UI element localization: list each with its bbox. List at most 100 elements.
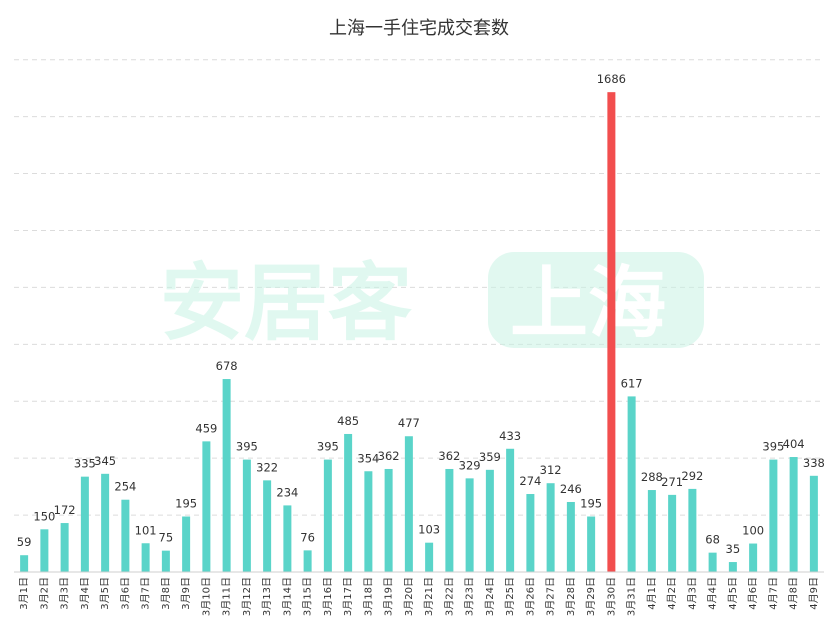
bar — [60, 523, 69, 572]
bar — [688, 488, 697, 572]
x-tick-label: 3月28日 — [565, 577, 577, 616]
bar — [485, 469, 494, 572]
bar — [344, 433, 353, 572]
bar — [647, 490, 656, 572]
bars — [20, 92, 818, 572]
x-tick-label: 3月23日 — [464, 577, 476, 616]
bar — [506, 448, 515, 572]
data-label: 354 — [357, 451, 379, 465]
data-label: 617 — [621, 376, 643, 390]
bar — [668, 494, 677, 572]
data-label: 395 — [762, 440, 784, 454]
x-tick-label: 3月16日 — [322, 577, 334, 616]
x-tick-label: 3月21日 — [423, 577, 435, 616]
x-tick-label: 3月7日 — [140, 577, 152, 610]
data-label: 459 — [195, 421, 217, 435]
watermark-text: 安居客 — [160, 254, 412, 352]
data-label: 172 — [54, 503, 76, 517]
data-label: 35 — [726, 542, 741, 556]
bar — [40, 529, 49, 572]
x-tick-label: 3月18日 — [362, 577, 374, 616]
x-tick-label: 4月4日 — [707, 577, 719, 610]
data-label: 292 — [681, 469, 703, 483]
x-tick-label: 3月4日 — [79, 577, 91, 610]
x-tick-label: 3月3日 — [59, 577, 71, 610]
data-label: 362 — [438, 449, 460, 463]
data-label: 329 — [459, 458, 481, 472]
data-label: 1686 — [597, 72, 626, 86]
data-label: 195 — [580, 497, 602, 511]
bar — [445, 468, 454, 572]
bar — [587, 516, 596, 572]
x-tick-label: 3月15日 — [302, 577, 314, 616]
x-tick-label: 3月9日 — [180, 577, 192, 610]
x-tick-label: 3月19日 — [383, 577, 395, 616]
data-label: 100 — [742, 524, 764, 538]
x-tick-label: 4月7日 — [767, 577, 779, 610]
data-label: 68 — [705, 533, 720, 547]
watermark: 安居客 上海 — [160, 252, 704, 352]
x-tick-label: 3月8日 — [160, 577, 172, 610]
bar — [20, 555, 29, 572]
data-label: 335 — [74, 457, 96, 471]
data-label: 362 — [378, 449, 400, 463]
x-tick-label: 3月25日 — [504, 577, 516, 616]
x-tick-label: 4月5日 — [727, 577, 739, 610]
data-label: 246 — [560, 482, 582, 496]
bar — [607, 92, 616, 572]
x-tick-label: 3月13日 — [261, 577, 273, 616]
data-label: 359 — [479, 450, 501, 464]
data-label: 195 — [175, 497, 197, 511]
data-label: 433 — [499, 429, 521, 443]
data-label: 59 — [17, 535, 32, 549]
bar — [222, 379, 231, 572]
x-tick-label: 3月22日 — [443, 577, 455, 616]
x-tick-label: 3月31日 — [626, 577, 638, 616]
data-label: 103 — [418, 523, 440, 537]
x-tick-label: 3月26日 — [524, 577, 536, 616]
x-tick-label: 3月27日 — [545, 577, 557, 616]
watermark-badge — [488, 252, 704, 348]
bar — [242, 459, 251, 572]
data-label: 254 — [114, 480, 136, 494]
x-tick-label: 3月29日 — [585, 577, 597, 616]
x-tick-label: 4月2日 — [666, 577, 678, 610]
data-label: 678 — [216, 359, 238, 373]
data-label: 234 — [276, 485, 298, 499]
data-label: 395 — [236, 440, 258, 454]
bar — [546, 483, 555, 572]
data-label: 395 — [317, 440, 339, 454]
bar — [465, 478, 474, 572]
bar — [263, 480, 272, 572]
data-label: 101 — [135, 523, 157, 537]
bar — [708, 552, 717, 572]
bar — [283, 505, 292, 572]
bar — [809, 475, 818, 572]
data-label: 338 — [803, 456, 825, 470]
bar — [526, 494, 535, 572]
x-tick-labels: 3月1日 3月2日 3月3日 3月4日 3月5日 3月6日 3月7日 3月8日 3月9日 3月10… — [18, 577, 820, 616]
x-tick-label: 4月3日 — [686, 577, 698, 610]
grid-lines — [14, 59, 824, 516]
bar — [182, 516, 191, 572]
data-label: 404 — [783, 437, 805, 451]
data-label: 76 — [300, 530, 315, 544]
bar — [364, 471, 373, 572]
bar — [202, 441, 211, 572]
bar — [627, 396, 636, 572]
bar — [101, 473, 110, 572]
x-tick-label: 3月10日 — [200, 577, 212, 616]
x-tick-label: 3月2日 — [38, 577, 50, 610]
bar — [161, 550, 170, 572]
bar — [141, 543, 150, 572]
x-tick-label: 4月1日 — [646, 577, 658, 610]
chart-title: 上海一手住宅成交套数 — [329, 18, 509, 39]
bar — [303, 550, 312, 572]
bar — [789, 457, 798, 572]
x-tick-label: 4月8日 — [788, 577, 800, 610]
x-tick-label: 3月6日 — [119, 577, 131, 610]
bar — [323, 459, 332, 572]
